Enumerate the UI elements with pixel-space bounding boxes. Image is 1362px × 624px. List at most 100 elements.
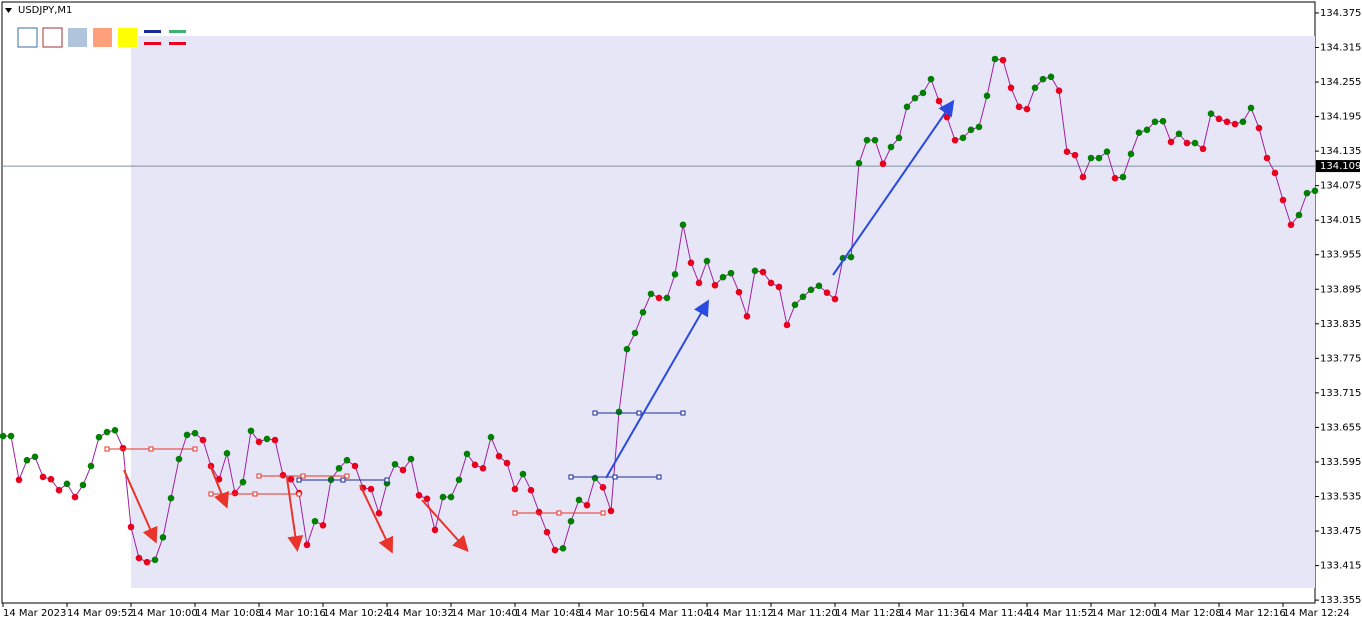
x-tick-label: 14 Mar 12:24	[1283, 608, 1350, 619]
price-dot	[935, 97, 943, 105]
price-dot	[823, 289, 831, 297]
price-dot	[743, 313, 751, 320]
price-dot	[143, 558, 151, 566]
price-dot	[1007, 84, 1015, 92]
price-dot	[255, 438, 263, 446]
price-dot	[567, 517, 575, 525]
price-dot	[1207, 110, 1215, 117]
price-dot	[535, 508, 543, 516]
price-dot	[1087, 154, 1095, 162]
price-dot	[1079, 173, 1087, 181]
price-dot	[1119, 173, 1127, 181]
price-dot	[919, 89, 927, 97]
price-dot	[911, 94, 919, 102]
price-dot	[271, 436, 279, 444]
x-tick-label: 14 Mar 10:24	[323, 608, 390, 619]
price-dot	[447, 493, 455, 501]
price-dot	[423, 495, 431, 503]
x-tick-label: 14 Mar 10:08	[195, 608, 262, 619]
price-dot	[343, 456, 351, 464]
shaded-zone	[131, 36, 1315, 588]
price-dot	[807, 286, 815, 294]
price-dot	[863, 136, 871, 144]
price-dot	[975, 123, 983, 131]
price-dot	[1015, 103, 1023, 111]
price-dot	[543, 528, 551, 536]
price-dot	[287, 475, 295, 483]
price-dot	[879, 160, 887, 168]
toolbar	[17, 27, 186, 48]
current-price-box	[1316, 160, 1360, 173]
price-dot	[71, 493, 79, 501]
price-dot	[15, 476, 23, 484]
y-tick-label: 133.655	[1320, 422, 1361, 433]
price-dot	[503, 459, 511, 467]
price-dot	[599, 483, 607, 491]
price-dot	[735, 288, 743, 296]
price-dot	[199, 436, 207, 444]
price-dot	[119, 444, 127, 452]
price-dot	[847, 253, 855, 261]
price-dot	[663, 294, 671, 302]
y-tick-label: 133.895	[1320, 284, 1361, 295]
y-tick-label: 133.955	[1320, 250, 1361, 261]
price-dot	[463, 450, 471, 458]
price-dot	[335, 464, 343, 472]
price-dot	[1047, 73, 1055, 81]
drawings	[104, 99, 955, 554]
y-tick-label: 133.475	[1320, 526, 1361, 537]
price-dot	[399, 466, 407, 474]
price-dot	[7, 432, 15, 440]
y-tick-label: 134.135	[1320, 146, 1361, 157]
price-dot	[991, 55, 999, 63]
price-dot	[223, 450, 231, 457]
price-dot	[727, 269, 735, 277]
price-dot	[591, 474, 599, 482]
price-dot	[799, 293, 807, 301]
price-dot	[679, 221, 687, 229]
y-tick-label: 133.355	[1320, 595, 1361, 606]
price-dot	[79, 481, 87, 489]
price-dot	[1239, 118, 1247, 126]
x-tick-label: 14 Mar 10:40	[451, 608, 518, 619]
price-dot	[791, 301, 799, 309]
price-dot	[703, 257, 711, 265]
price-dot	[311, 517, 319, 525]
price-dot	[1151, 118, 1159, 126]
price-dot	[263, 435, 271, 443]
x-tick-label: 14 Mar 2023	[3, 608, 66, 619]
price-dot	[1167, 138, 1175, 146]
price-dot	[111, 426, 119, 434]
price-dot	[1199, 145, 1207, 153]
price-dot	[671, 270, 679, 278]
price-dot	[407, 455, 415, 463]
price-dot	[63, 480, 71, 488]
price-dot	[55, 486, 63, 494]
price-dot	[639, 308, 647, 316]
price-dot	[759, 268, 767, 276]
y-tick-label: 134.255	[1320, 77, 1361, 88]
y-tick-label: 134.075	[1320, 181, 1361, 192]
price-dot	[983, 92, 991, 100]
price-dot	[1295, 211, 1303, 219]
x-tick-label: 14 Mar 10:48	[515, 608, 582, 619]
price-dot	[431, 526, 439, 534]
chart-title: USDJPY,M1	[18, 5, 72, 16]
price-dot	[1063, 148, 1071, 155]
price-dot	[495, 452, 503, 460]
price-dot	[0, 432, 7, 440]
price-dot	[559, 545, 567, 552]
x-tick-label: 14 Mar 11:52	[1027, 608, 1094, 619]
price-dot	[487, 433, 495, 441]
y-tick-label: 133.415	[1320, 561, 1361, 572]
y-tick-label: 133.775	[1320, 353, 1361, 364]
price-dot	[855, 159, 863, 167]
price-dot	[783, 321, 791, 329]
price-dot	[183, 431, 191, 439]
x-tick-label: 14 Mar 11:20	[771, 608, 838, 619]
y-tick-label: 133.595	[1320, 457, 1361, 468]
price-dot	[767, 279, 775, 287]
price-dot	[711, 281, 719, 289]
plot	[0, 55, 1319, 566]
price-dot	[887, 143, 895, 151]
